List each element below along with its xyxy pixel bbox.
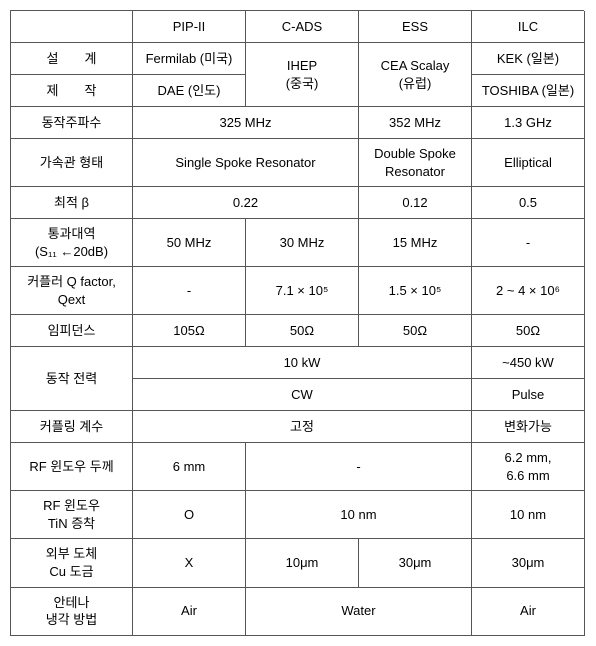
cell-q-1: - (133, 267, 246, 315)
cell-make-ilc: TOSHIBA (일본) (472, 75, 585, 107)
cell-q-2: 7.1 × 10⁵ (246, 267, 359, 315)
row-pow-label: 동작 전력 (11, 347, 133, 411)
cell-imp-4: 50Ω (472, 315, 585, 347)
cell-pow-bot-4: Pulse (472, 379, 585, 411)
cell-imp-2: 50Ω (246, 315, 359, 347)
cell-bw-1: 50 MHz (133, 219, 246, 267)
cell-design-ilc: KEK (일본) (472, 43, 585, 75)
cell-win-4: 6.2 mm, 6.6 mm (472, 443, 585, 491)
cell-win-23: - (246, 443, 472, 491)
header-pip: PIP-II (133, 11, 246, 43)
cell-coup-4: 변화가능 (472, 411, 585, 443)
cell-cavtype-4: Elliptical (472, 139, 585, 187)
cell-tin-1: O (133, 491, 246, 539)
cell-tin-4: 10 nm (472, 491, 585, 539)
cell-bw-4: - (472, 219, 585, 267)
cell-imp-3: 50Ω (359, 315, 472, 347)
row-freq-label: 동작주파수 (11, 107, 133, 139)
cell-bw-2: 30 MHz (246, 219, 359, 267)
cell-pow-top-123: 10 kW (133, 347, 472, 379)
cell-q-4: 2 ~ 4 × 10⁶ (472, 267, 585, 315)
cell-pow-top-4: ~450 kW (472, 347, 585, 379)
comparison-table: PIP-II C-ADS ESS ILC 설 계 Fermilab (미국) I… (10, 10, 584, 636)
cell-coup-123: 고정 (133, 411, 472, 443)
header-ilc: ILC (472, 11, 585, 43)
cell-design-pip: Fermilab (미국) (133, 43, 246, 75)
cell-win-1: 6 mm (133, 443, 246, 491)
cell-cavtype-3: Double Spoke Resonator (359, 139, 472, 187)
cell-design-ess: CEA Scalay (유럽) (359, 43, 472, 107)
cell-imp-1: 105Ω (133, 315, 246, 347)
row-q-label: 커플러 Q factor, Qext (11, 267, 133, 315)
cell-make-pip: DAE (인도) (133, 75, 246, 107)
bw-label-b: (S₁₁ ←20dB) (35, 244, 108, 259)
cell-cu-2: 10μm (246, 539, 359, 587)
q-label-b: Qext (58, 292, 85, 307)
cell-cool-4: Air (472, 588, 585, 636)
row-bw-label: 통과대역 (S₁₁ ←20dB) (11, 219, 133, 267)
row-win-label: RF 윈도우 두께 (11, 443, 133, 491)
cell-beta-3: 0.12 (359, 187, 472, 219)
cell-freq-4: 1.3 GHz (472, 107, 585, 139)
q-label-a: 커플러 Q factor, (27, 274, 116, 289)
cell-q-3: 1.5 × 10⁵ (359, 267, 472, 315)
row-coup-label: 커플링 계수 (11, 411, 133, 443)
header-cads: C-ADS (246, 11, 359, 43)
cell-tin-23: 10 nm (246, 491, 472, 539)
row-imp-label: 임피던스 (11, 315, 133, 347)
cell-cool-23: Water (246, 588, 472, 636)
cell-beta-12: 0.22 (133, 187, 359, 219)
cell-pow-bot-123: CW (133, 379, 472, 411)
cell-bw-3: 15 MHz (359, 219, 472, 267)
row-beta-label: 최적 β (11, 187, 133, 219)
row-cu-label: 외부 도체 Cu 도금 (11, 539, 133, 587)
header-ess: ESS (359, 11, 472, 43)
cell-cu-4: 30μm (472, 539, 585, 587)
row-make-label: 제 작 (11, 75, 133, 107)
bw-label-a: 통과대역 (48, 226, 96, 241)
row-tin-label: RF 윈도우 TiN 증착 (11, 491, 133, 539)
row-cool-label: 안테나 냉각 방법 (11, 588, 133, 636)
cell-beta-4: 0.5 (472, 187, 585, 219)
row-cavtype-label: 가속관 형태 (11, 139, 133, 187)
cell-cu-1: X (133, 539, 246, 587)
header-blank (11, 11, 133, 43)
cell-cu-3: 30μm (359, 539, 472, 587)
cell-cool-1: Air (133, 588, 246, 636)
row-design-label: 설 계 (11, 43, 133, 75)
cell-freq-3: 352 MHz (359, 107, 472, 139)
cell-design-cads: IHEP (중국) (246, 43, 359, 107)
cell-freq-12: 325 MHz (133, 107, 359, 139)
cell-cavtype-12: Single Spoke Resonator (133, 139, 359, 187)
